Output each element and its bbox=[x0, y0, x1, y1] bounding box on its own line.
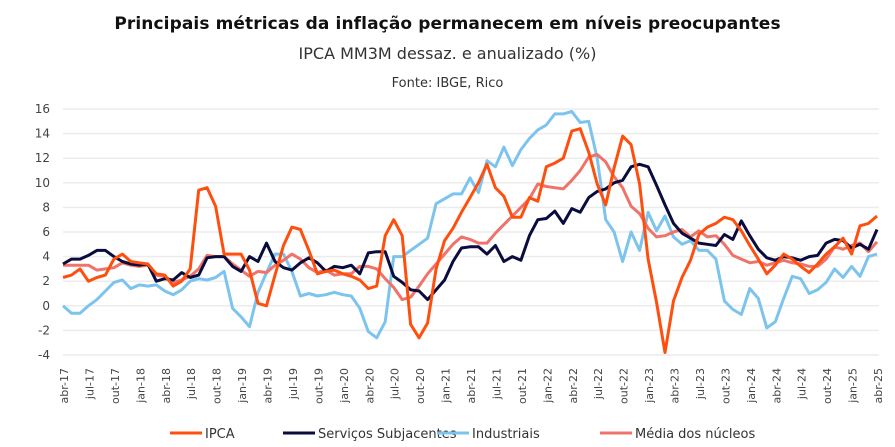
y-tick-label: 14 bbox=[35, 127, 50, 141]
y-tick-label: 8 bbox=[42, 200, 50, 214]
x-tick-label: abr-21 bbox=[465, 368, 478, 404]
x-tick-label: jul-21 bbox=[490, 368, 503, 400]
series-lines bbox=[62, 110, 879, 354]
y-tick-label: 16 bbox=[35, 102, 50, 116]
x-tick-label: abr-23 bbox=[669, 368, 682, 404]
y-tick-label: 0 bbox=[42, 299, 50, 313]
x-tick-label: jul-18 bbox=[185, 368, 198, 400]
x-tick-label: abr-24 bbox=[770, 368, 783, 404]
x-tick-label: jan-21 bbox=[440, 368, 453, 404]
x-tick-label: abr-25 bbox=[872, 368, 885, 404]
x-tick-label: out-23 bbox=[719, 368, 732, 404]
x-tick-label: jan-24 bbox=[745, 368, 758, 404]
y-tick-label: 6 bbox=[42, 225, 50, 239]
series-line-servicos-subjacentes bbox=[62, 162, 879, 302]
series-line-ipca bbox=[62, 127, 878, 354]
legend-label: IPCA bbox=[205, 427, 235, 442]
y-tick-label: -4 bbox=[38, 348, 50, 362]
x-tick-label: jul-22 bbox=[592, 368, 605, 400]
x-tick-label: jul-20 bbox=[389, 368, 402, 400]
x-axis-ticks: abr-17 jul-17 out-17 jan-18 abr-18 jul-18 out-… bbox=[58, 368, 885, 404]
series-line-media-dos-nucleos bbox=[63, 153, 879, 302]
gridlines bbox=[63, 108, 879, 356]
chart-subtitle: IPCA MM3M dessaz. e anualizado (%) bbox=[298, 44, 597, 63]
x-tick-label: abr-19 bbox=[262, 368, 275, 404]
chart-source: Fonte: IBGE, Rico bbox=[391, 76, 504, 91]
x-tick-label: out-17 bbox=[109, 368, 122, 404]
x-tick-label: jul-24 bbox=[796, 368, 809, 400]
x-tick-label: jan-25 bbox=[847, 368, 860, 404]
x-tick-label: jan-19 bbox=[236, 368, 249, 404]
chart-title: Principais métricas da inflação permanec… bbox=[114, 14, 781, 34]
y-tick-label: -2 bbox=[38, 323, 50, 337]
y-tick-label: 2 bbox=[42, 274, 50, 288]
x-tick-label: jul-23 bbox=[694, 368, 707, 400]
x-tick-label: jan-23 bbox=[643, 368, 656, 404]
y-tick-label: 4 bbox=[42, 250, 50, 264]
x-tick-label: jan-22 bbox=[541, 368, 554, 404]
y-tick-label: 10 bbox=[35, 176, 50, 190]
series-line-industriais bbox=[62, 110, 878, 340]
x-tick-label: out-18 bbox=[211, 368, 224, 404]
y-tick-label: 12 bbox=[35, 151, 50, 165]
x-tick-label: out-21 bbox=[516, 368, 529, 404]
x-tick-label: out-24 bbox=[821, 368, 834, 404]
x-tick-label: abr-18 bbox=[160, 368, 173, 404]
y-axis-ticks: 16 14 12 10 8 6 4 2 0 -2 -4 bbox=[35, 102, 50, 362]
legend-label: Média dos núcleos bbox=[635, 427, 755, 442]
legend-label: Industriais bbox=[472, 427, 540, 442]
x-tick-label: jul-19 bbox=[287, 368, 300, 400]
x-tick-label: abr-17 bbox=[58, 368, 71, 404]
x-tick-label: abr-22 bbox=[567, 368, 580, 404]
x-tick-label: out-19 bbox=[312, 368, 325, 404]
x-tick-label: abr-20 bbox=[363, 368, 376, 404]
x-tick-label: out-20 bbox=[414, 368, 427, 404]
x-tick-label: jan-20 bbox=[338, 368, 351, 404]
x-tick-label: out-22 bbox=[618, 368, 631, 404]
legend-label: Serviços Subjacentes bbox=[318, 427, 457, 442]
legend: IPCA Serviços Subjacentes Industriais Média… bbox=[170, 427, 755, 442]
x-tick-label: jan-18 bbox=[134, 368, 147, 404]
x-tick-label: jul-17 bbox=[83, 368, 96, 400]
